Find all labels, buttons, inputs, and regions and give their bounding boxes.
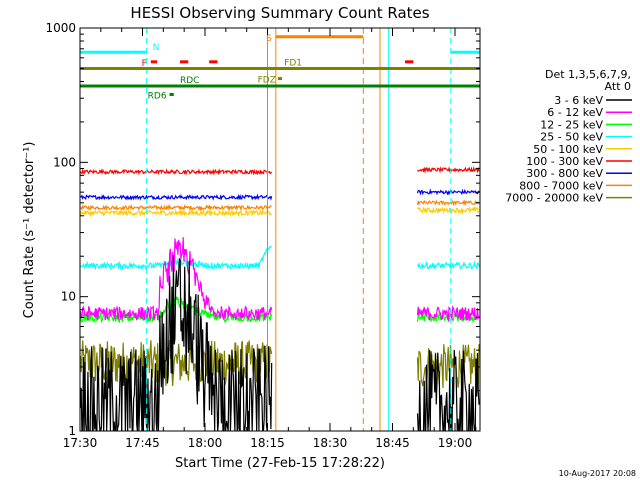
y-tick-label-1: 1 <box>68 424 76 438</box>
series-line-8-part-1 <box>80 204 272 212</box>
legend-label-7: 300 - 800 keV <box>526 167 603 180</box>
series-line-2-part-2 <box>416 305 480 323</box>
y-tick-label-2: 10 <box>61 290 76 304</box>
legend-label-5: 50 - 100 keV <box>533 143 603 156</box>
flag-label-fdz: FDZ <box>258 76 276 86</box>
series-line-4-part-1 <box>80 245 272 271</box>
flag-label-n: N <box>153 43 160 53</box>
flag-label-rd6: RD6 <box>148 91 167 101</box>
series-line-9-part-1 <box>80 340 273 387</box>
legend-label-2: 6 - 12 keV <box>547 106 603 119</box>
series-line-6-part-1 <box>80 168 273 176</box>
legend-header-1: Det 1,3,5,6,7,9, <box>545 68 631 81</box>
x-axis-label: Start Time (27-Feb-15 17:28:22) <box>175 456 385 471</box>
legend-label-6: 100 - 300 keV <box>526 155 603 168</box>
flag-label-rdc: RDC <box>180 76 199 86</box>
flag-label-f: F <box>142 59 147 69</box>
legend-label-8: 800 - 7000 keV <box>519 179 603 192</box>
flag-label-fd1: FD1 <box>284 58 302 68</box>
series-line-8-part-2 <box>416 199 480 207</box>
series-line-5-part-1 <box>80 208 273 218</box>
date-stamp: 10-Aug-2017 20:08 <box>559 469 636 478</box>
series-line-4-part-2 <box>416 260 480 271</box>
x-tick-label-7: 19:00 <box>438 436 473 450</box>
series-line-1-part-1 <box>80 255 273 431</box>
y-axis-label: Count Rate (s⁻¹ detector⁻¹) <box>22 142 37 319</box>
legend-label-1: 3 - 6 keV <box>554 94 603 107</box>
legend-label-3: 12 - 25 keV <box>540 118 603 131</box>
series-line-7-part-2 <box>416 188 480 196</box>
series-line-5-part-2 <box>417 206 480 215</box>
series-line-6-part-2 <box>417 165 480 174</box>
series-line-1-part-2 <box>416 349 480 431</box>
y-tick-label-4: 1000 <box>45 21 76 35</box>
flag-label-s: S <box>266 34 272 44</box>
series-line-9-part-2 <box>416 344 480 390</box>
x-tick-label-4: 18:15 <box>250 436 285 450</box>
x-tick-label-2: 17:45 <box>125 436 160 450</box>
chart-title: HESSI Observing Summary Count Rates <box>130 4 429 22</box>
series-line-7-part-1 <box>80 193 273 201</box>
legend-label-4: 25 - 50 keV <box>540 131 603 144</box>
x-tick-label-3: 18:00 <box>188 436 223 450</box>
legend-header-2: Att 0 <box>605 80 631 93</box>
x-tick-label-5: 18:30 <box>313 436 348 450</box>
x-tick-label-6: 18:45 <box>375 436 410 450</box>
plot-frame <box>79 27 481 432</box>
series-line-2-part-1 <box>80 237 273 321</box>
y-tick-label-3: 100 <box>53 155 76 169</box>
legend-label-9: 7000 - 20000 keV <box>505 192 603 205</box>
x-tick-label-1: 17:30 <box>63 436 98 450</box>
